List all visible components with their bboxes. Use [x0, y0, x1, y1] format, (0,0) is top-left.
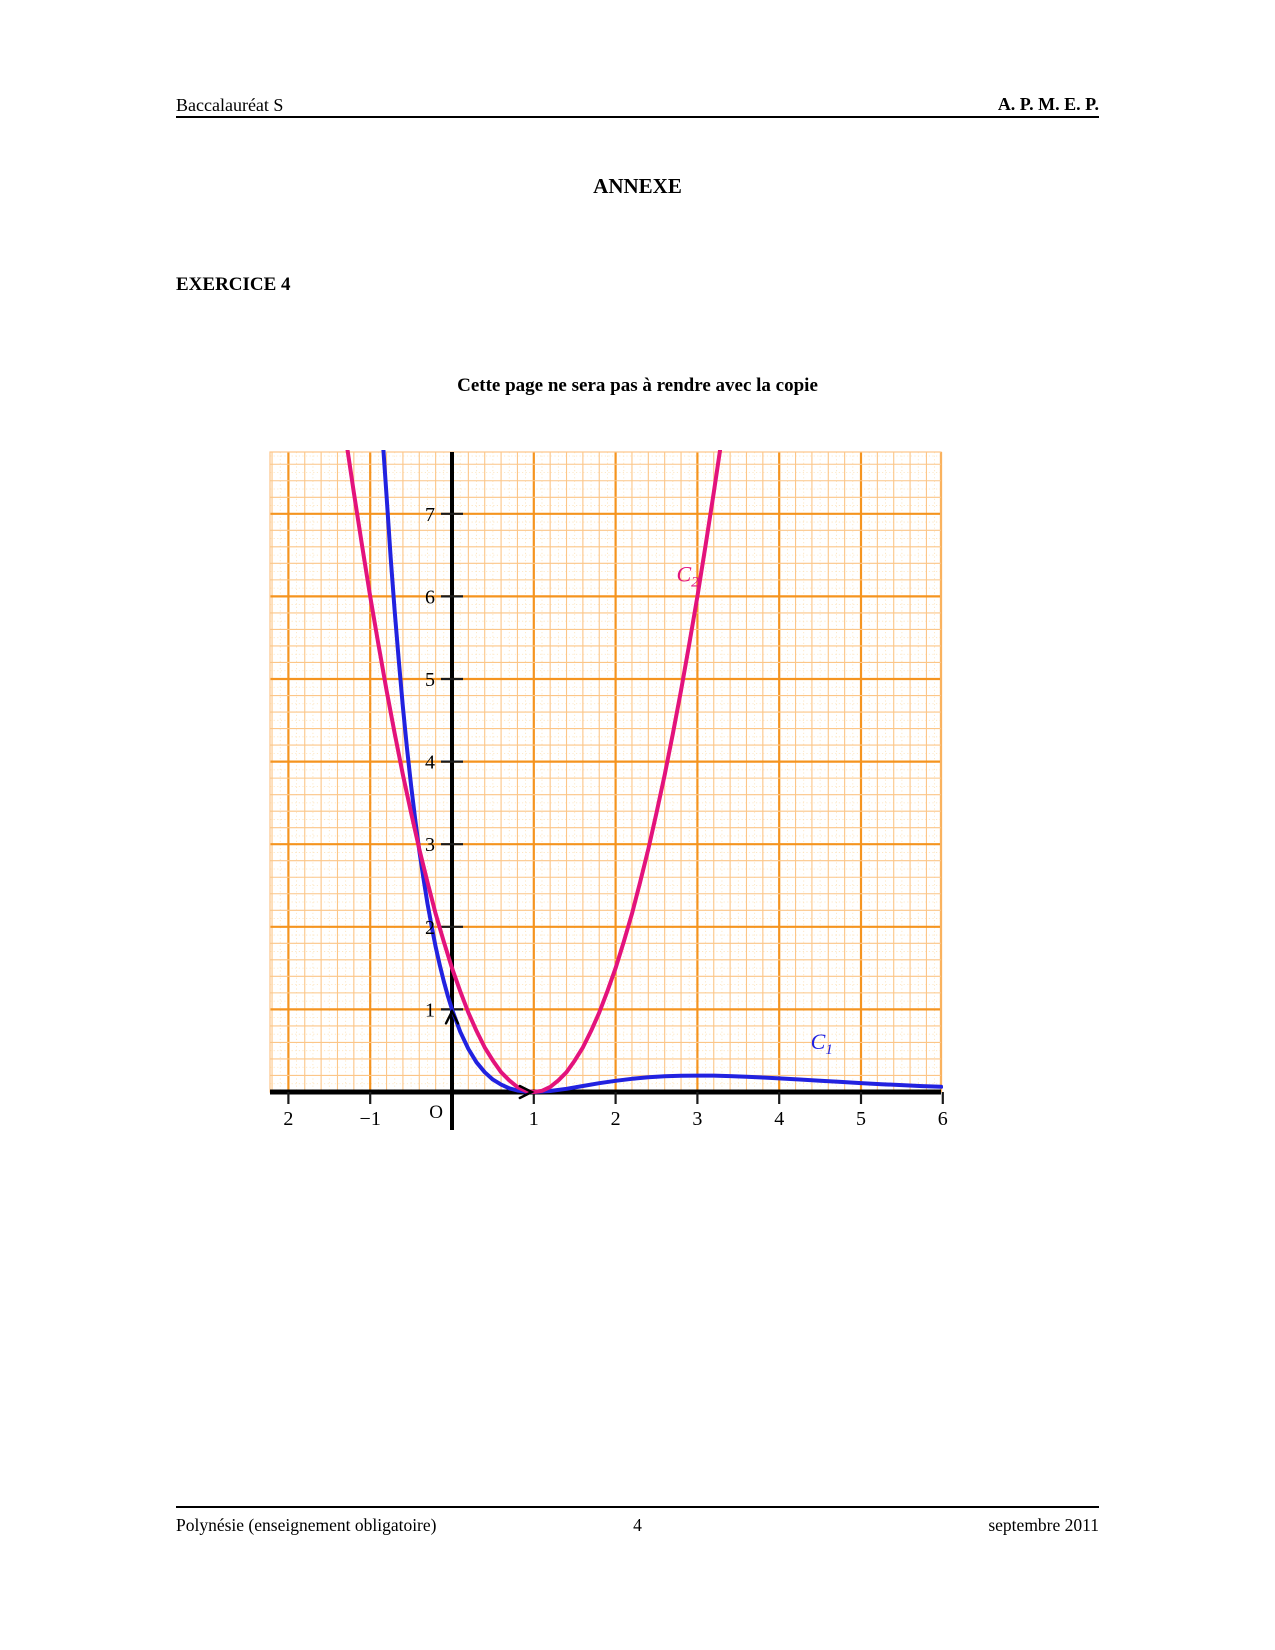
y-tick-label: 3: [425, 834, 435, 856]
exercise-heading: EXERCICE 4: [176, 274, 291, 295]
header-rule: [176, 116, 1099, 119]
header-left: Baccalauréat S: [176, 95, 284, 115]
curve-label-C2: C2: [676, 562, 699, 591]
x-tick-label: −1: [360, 1108, 381, 1130]
curve-label-C1: C1: [811, 1029, 833, 1058]
footer-right: septembre 2011: [988, 1515, 1099, 1535]
notice-text: Cette page ne sera pas à rendre avec la …: [457, 375, 818, 396]
x-tick-label: 4: [774, 1108, 784, 1130]
y-tick-label: 4: [425, 752, 435, 774]
y-tick-label: 1: [425, 999, 435, 1021]
unit-vectors: [444, 1008, 535, 1100]
header-right: A. P. M. E. P.: [997, 94, 1099, 114]
axes: [270, 452, 944, 1130]
i-vector-arrowhead: [518, 1084, 535, 1100]
y-tick-label: 2: [425, 917, 435, 939]
footer-left: Polynésie (enseignement obligatoire): [176, 1515, 437, 1535]
x-tick-label: 3: [692, 1108, 702, 1130]
x-tick-label: 6: [938, 1108, 948, 1130]
tick-labels: 2 −1 1 2 3 4 5 6 1 2 3 4 5 6 7 O: [283, 504, 947, 1130]
y-tick-label: 7: [425, 504, 435, 526]
y-tick-label: 6: [425, 586, 435, 608]
x-tick-label: 2: [283, 1108, 293, 1130]
x-tick-label: 5: [856, 1108, 866, 1130]
origin-label: O: [429, 1102, 443, 1123]
y-tick-label: 5: [425, 669, 435, 691]
x-tick-label: 1: [529, 1108, 539, 1130]
j-vector-arrowhead: [444, 1008, 460, 1025]
x-tick-label: 2: [611, 1108, 621, 1130]
footer-rule: [176, 1506, 1099, 1509]
footer-page-number: 4: [633, 1515, 642, 1535]
page-title: ANNEXE: [593, 174, 682, 198]
